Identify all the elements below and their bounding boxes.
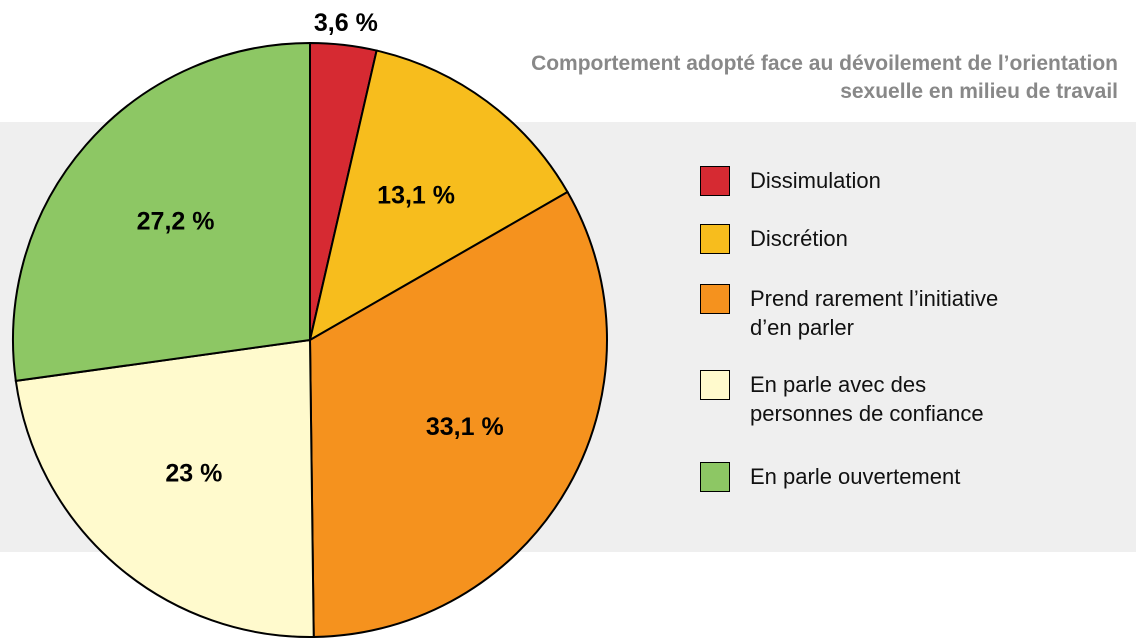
pie-slice [14, 338, 315, 638]
legend-swatch [700, 370, 730, 400]
legend-item: En parle avec des personnes de confiance [700, 370, 1000, 428]
pie-slice [308, 190, 608, 638]
data-label: 23 % [165, 460, 222, 488]
legend-label: Dissimulation [750, 168, 881, 193]
legend-label: En parle avec des personnes de confiance [750, 372, 984, 426]
data-label: 33,1 % [426, 413, 504, 441]
chart-title: Comportement adopté face au dévoilement … [531, 52, 1118, 103]
legend-swatch [700, 224, 730, 254]
pie-slice [12, 41, 311, 383]
legend-label: En parle ouvertement [750, 464, 961, 489]
legend-item: Discrétion [700, 224, 1000, 254]
legend-item: Dissimulation [700, 166, 1000, 196]
data-label: 27,2 % [137, 208, 215, 236]
data-label: 13,1 % [377, 181, 455, 209]
legend-label: Discrétion [750, 226, 848, 251]
data-label: 3,6 % [314, 9, 378, 37]
legend-item: Prend rarement l’initiative d’en parler [700, 284, 1000, 342]
pie-slice [308, 49, 569, 343]
legend-swatch [700, 166, 730, 196]
legend-swatch [700, 462, 730, 492]
legend-item: En parle ouvertement [700, 462, 1000, 492]
legend-swatch [700, 284, 730, 314]
legend-label: Prend rarement l’initiative d’en parler [750, 286, 999, 340]
